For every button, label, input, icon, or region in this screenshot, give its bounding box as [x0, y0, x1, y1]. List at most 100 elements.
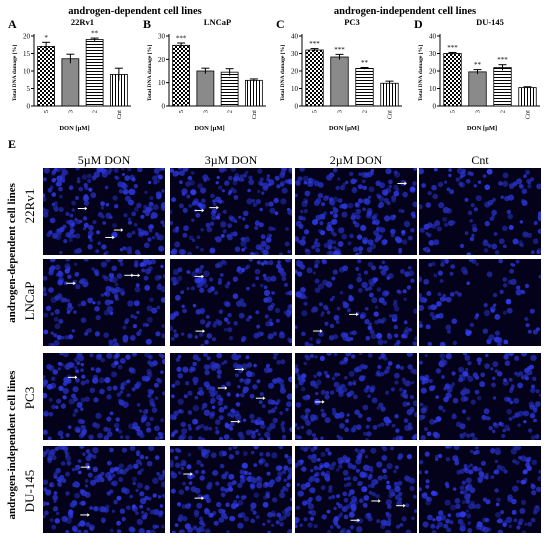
nucleus [431, 261, 436, 267]
nucleus [93, 269, 99, 275]
nucleus [435, 416, 442, 422]
nucleus [437, 181, 444, 188]
nucleus [217, 280, 222, 285]
nucleus [404, 326, 410, 332]
nucleus [467, 528, 473, 533]
nucleus [104, 377, 111, 384]
nucleus [483, 408, 490, 415]
nucleus [124, 175, 130, 181]
nucleus [354, 202, 360, 208]
nucleus [396, 340, 401, 345]
nucleus [395, 428, 400, 433]
nucleus [126, 393, 131, 398]
nucleus [127, 246, 132, 251]
nucleus [406, 353, 412, 357]
nucleus [127, 300, 134, 307]
nucleus [218, 450, 226, 457]
nucleus [58, 318, 64, 324]
nucleus [195, 309, 202, 315]
nucleus [300, 287, 306, 293]
nucleus [345, 529, 352, 533]
nucleus [425, 324, 431, 330]
nucleus [286, 307, 292, 314]
nucleus [216, 374, 222, 379]
nucleus [348, 370, 355, 377]
nucleus [59, 176, 66, 183]
nucleus [138, 528, 145, 533]
nucleus [512, 181, 518, 187]
arrow-head [241, 367, 245, 372]
nucleus [277, 260, 281, 264]
nucleus [222, 260, 228, 266]
x-tick-label: 5 [178, 110, 185, 113]
nucleus [106, 431, 113, 437]
nucleus [146, 305, 153, 312]
nucleus [105, 212, 112, 219]
nucleus [143, 242, 150, 249]
nucleus [186, 287, 190, 291]
nucleus [533, 220, 538, 226]
nucleus [521, 353, 528, 357]
bar-5 [443, 53, 462, 107]
nucleus [333, 213, 338, 219]
nucleus [154, 382, 159, 388]
nucleus [333, 250, 340, 255]
nucleus [97, 432, 103, 439]
nucleus [491, 209, 497, 216]
nucleus [196, 357, 201, 362]
nucleus [359, 471, 366, 478]
nucleus [92, 447, 99, 454]
nucleus [152, 493, 157, 498]
nucleus [221, 512, 227, 519]
nucleus [241, 302, 247, 308]
nucleus [266, 471, 271, 476]
nucleus [394, 485, 401, 493]
nucleus [349, 337, 354, 341]
nucleus [76, 428, 81, 433]
nucleus [329, 525, 334, 529]
nucleus [253, 363, 257, 368]
nucleus [529, 404, 535, 410]
nucleus [470, 432, 475, 438]
nucleus [287, 458, 292, 465]
nucleus [192, 376, 199, 384]
nucleus [59, 353, 63, 356]
bar-3 [468, 71, 487, 107]
nucleus [215, 430, 220, 435]
nucleus [385, 390, 390, 395]
nucleus [158, 353, 163, 357]
nucleus [116, 273, 123, 279]
nucleus [51, 376, 56, 381]
nucleus [139, 409, 143, 413]
nucleus [354, 518, 359, 523]
nucleus [265, 236, 272, 243]
nucleus [85, 522, 91, 527]
nucleus [112, 338, 118, 343]
y-tick-label: 5 [27, 85, 31, 93]
nucleus [218, 415, 224, 421]
nucleus [295, 383, 299, 389]
nucleus [377, 423, 381, 428]
micro-image-lncap-col1 [43, 259, 165, 346]
nucleus [448, 168, 452, 172]
nucleus [265, 452, 271, 457]
nucleus [296, 426, 300, 430]
nucleus [475, 195, 482, 202]
nucleus [250, 433, 256, 439]
nucleus [82, 227, 87, 231]
nucleus [289, 427, 292, 432]
nucleus [323, 211, 328, 216]
nucleus [314, 287, 321, 293]
nucleus [69, 502, 76, 508]
nucleus [43, 429, 48, 435]
nucleus [225, 502, 230, 508]
nucleus [137, 168, 143, 173]
nucleus [328, 485, 333, 490]
nucleus [516, 178, 523, 185]
nucleus [105, 202, 110, 207]
nucleus [144, 284, 151, 291]
nucleus [132, 481, 136, 486]
nucleus [43, 514, 46, 518]
nucleus [102, 221, 106, 225]
nucleus [357, 481, 363, 487]
